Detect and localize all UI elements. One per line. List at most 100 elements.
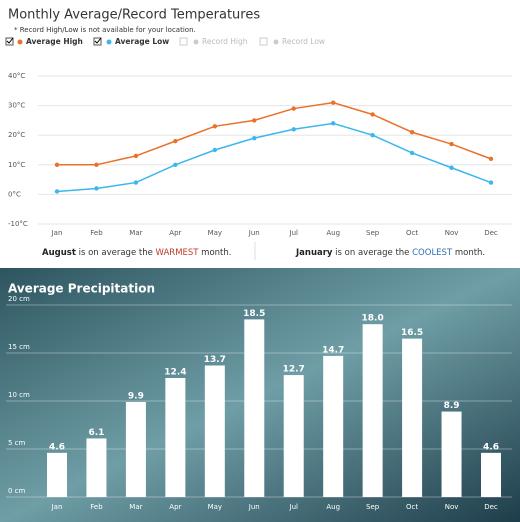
x-tick-label: Apr [169,229,181,237]
bar [481,452,501,497]
footer-text: is on average the [332,248,412,258]
legend-marker [273,39,279,45]
value-label: 18.5 [243,309,265,319]
point [330,100,336,105]
x-tick-label: Nov [445,503,459,511]
point [94,186,99,191]
x-tick-label: Jul [289,229,299,237]
point [212,124,218,129]
line [57,101,492,166]
point [449,165,454,170]
bar [441,411,462,497]
point [54,162,60,167]
x-tick-label: Mar [129,503,142,511]
x-tick-label: Mar [129,229,142,237]
value-label: 16.5 [401,328,423,338]
y-tick-label: 10°C [8,161,25,169]
footer-text: month. [198,248,231,258]
y-tick-label: 40°C [8,72,25,80]
x-tick-label: Feb [90,229,103,237]
x-tick-label: Apr [169,503,181,511]
point [252,135,257,141]
y-tick-label: 0 cm [8,487,26,495]
value-label: 4.6 [49,442,65,452]
bar [323,355,344,497]
footer-note: August is on average the WARMEST month. [42,248,231,258]
x-tick-label: Nov [445,229,459,237]
legend [5,37,268,46]
point [173,138,178,144]
footer-note: January is on average the COOLEST month. [295,248,485,258]
footer-text: January [295,248,333,258]
footer-text: COOLEST [412,248,453,258]
y-tick-label: 5 cm [8,439,26,447]
checkbox[interactable] [5,37,14,46]
y-tick-label: 15 cm [8,343,30,351]
point [94,162,99,167]
value-label: 12.4 [164,367,186,377]
x-tick-label: Sep [366,503,380,511]
check [94,37,102,44]
chart-title: Monthly Average/Record Temperatures [8,8,260,23]
bar [402,338,423,497]
bar [86,438,107,497]
value-label: 14.7 [322,345,344,355]
point [291,127,296,132]
x-tick-label: Jul [289,503,299,511]
bar [283,375,304,497]
value-label: 4.6 [483,442,499,452]
point [370,112,375,117]
footer-text: WARMEST [156,248,200,258]
bar [362,324,383,497]
value-label: 12.7 [283,365,305,375]
checkbox[interactable] [259,37,268,46]
x-tick-label: Jan [51,229,63,237]
point [173,162,178,167]
legend-label: Record Low [282,37,325,46]
value-label: 8.9 [444,401,460,411]
checkbox[interactable] [93,37,102,46]
point [212,147,218,153]
bar [244,319,265,497]
point [330,121,336,126]
x-tick-label: May [208,503,222,511]
y-tick-label: 20°C [8,131,25,139]
chart-title: Average Precipitation [8,282,155,296]
value-label: 6.1 [88,428,104,438]
point [488,180,494,185]
value-label: 9.9 [128,391,144,401]
legend-label: Average Low [115,37,169,46]
footer-text: month. [452,248,485,258]
point [409,150,415,156]
bar [204,365,225,497]
point [133,153,139,159]
x-tick-label: Oct [406,229,418,237]
x-tick-label: May [208,229,222,237]
point [133,180,139,185]
point [252,118,257,123]
x-tick-label: Jun [248,229,260,237]
line [56,122,492,193]
point [449,141,454,147]
point [54,189,60,194]
checkbox[interactable] [179,37,188,46]
footer-text: is on average the [76,248,156,258]
x-tick-label: Dec [484,229,498,237]
point [370,133,375,138]
x-tick-label: Jun [248,503,260,511]
x-tick-label: Oct [406,503,418,511]
bar [47,452,67,497]
y-tick-label: -10°C [8,220,28,228]
point [291,106,296,111]
legend-marker [106,39,112,45]
legend-marker [17,39,23,45]
legend-label: Average High [26,37,83,46]
y-tick-label: 0°C [8,190,21,198]
value-label: 13.7 [204,355,226,365]
legend-label: Record High [202,37,248,46]
bar [165,377,186,497]
value-label: 18.0 [362,314,384,324]
x-tick-label: Sep [366,229,380,237]
check [6,37,14,44]
